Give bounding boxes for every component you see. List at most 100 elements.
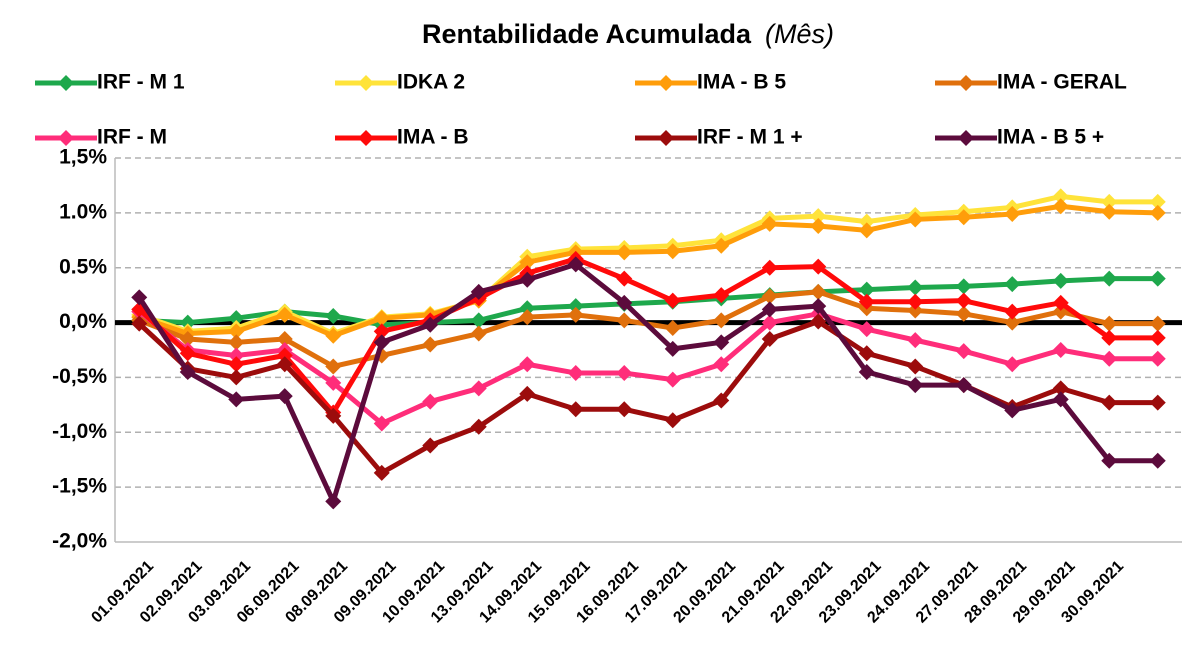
legend-label: IMA - B 5 + bbox=[997, 126, 1104, 149]
series-line bbox=[137, 256, 1158, 416]
data-point bbox=[228, 334, 245, 351]
data-point bbox=[907, 293, 924, 310]
data-point bbox=[858, 293, 875, 310]
legend-label: IMA - B 5 bbox=[697, 71, 786, 94]
data-point bbox=[1052, 294, 1069, 311]
data-point bbox=[1004, 276, 1021, 293]
title-main: Rentabilidade Acumulada bbox=[422, 19, 752, 49]
data-point bbox=[1149, 394, 1166, 411]
data-point bbox=[1052, 391, 1069, 408]
data-point bbox=[567, 298, 584, 315]
data-point bbox=[228, 356, 245, 373]
data-point bbox=[955, 305, 972, 322]
data-point bbox=[1101, 452, 1118, 469]
y-tick-label: 1.0% bbox=[59, 200, 107, 223]
data-point bbox=[567, 306, 584, 323]
data-point bbox=[955, 209, 972, 226]
series-line bbox=[137, 261, 1158, 504]
data-point bbox=[131, 315, 148, 332]
data-point bbox=[1101, 315, 1118, 332]
data-point bbox=[179, 331, 196, 348]
data-point bbox=[519, 254, 536, 271]
data-point bbox=[713, 287, 730, 304]
data-point bbox=[276, 388, 293, 405]
data-point bbox=[325, 493, 342, 510]
data-point bbox=[228, 369, 245, 386]
y-tick-label: 1,5% bbox=[59, 146, 107, 169]
data-point bbox=[1052, 342, 1069, 358]
data-point bbox=[713, 356, 730, 373]
data-point bbox=[179, 314, 196, 331]
data-point bbox=[325, 327, 342, 344]
data-point bbox=[228, 391, 245, 408]
data-point bbox=[325, 374, 342, 391]
data-point bbox=[810, 298, 827, 315]
data-point bbox=[858, 363, 875, 380]
series-line bbox=[138, 203, 1158, 339]
data-point bbox=[1052, 198, 1069, 215]
data-point bbox=[810, 313, 827, 330]
data-point bbox=[955, 292, 972, 309]
data-point bbox=[1004, 402, 1021, 419]
data-point bbox=[810, 283, 827, 300]
data-point bbox=[1052, 380, 1069, 397]
data-point bbox=[276, 331, 293, 348]
data-point bbox=[810, 258, 827, 275]
data-point bbox=[858, 321, 875, 338]
series-line bbox=[138, 193, 1158, 337]
data-point bbox=[1149, 315, 1166, 332]
y-tick-label: -1,5% bbox=[52, 475, 107, 498]
data-point bbox=[1052, 188, 1069, 205]
data-point bbox=[664, 243, 681, 260]
data-point bbox=[858, 213, 875, 230]
data-point bbox=[907, 302, 924, 319]
data-point bbox=[1149, 204, 1166, 221]
legend-label: IDKA 2 bbox=[397, 71, 465, 94]
data-point bbox=[470, 283, 487, 300]
data-point bbox=[713, 312, 730, 329]
data-point bbox=[276, 356, 293, 373]
data-point bbox=[422, 316, 439, 333]
legend-marker bbox=[358, 130, 374, 146]
legend-marker bbox=[58, 130, 74, 146]
data-point bbox=[761, 215, 778, 232]
legend-marker bbox=[958, 130, 974, 146]
data-point bbox=[422, 393, 439, 410]
data-point bbox=[422, 336, 439, 353]
data-point bbox=[1101, 203, 1118, 220]
data-point bbox=[1149, 350, 1166, 367]
data-point bbox=[713, 237, 730, 254]
data-point bbox=[1101, 329, 1118, 346]
y-tick-label: 0.5% bbox=[59, 255, 107, 278]
data-point bbox=[325, 358, 342, 375]
data-point bbox=[567, 365, 584, 382]
data-point bbox=[1149, 193, 1166, 210]
data-point bbox=[276, 347, 293, 364]
data-point bbox=[1004, 314, 1021, 331]
data-point bbox=[1149, 270, 1166, 287]
data-point bbox=[616, 294, 633, 311]
series-line bbox=[139, 276, 1158, 328]
data-point bbox=[761, 331, 778, 348]
data-point bbox=[470, 325, 487, 342]
data-point bbox=[907, 211, 924, 228]
data-point bbox=[616, 244, 633, 261]
data-point bbox=[907, 377, 924, 394]
data-point bbox=[519, 309, 536, 326]
data-point bbox=[228, 347, 245, 364]
data-point bbox=[470, 312, 487, 329]
data-point bbox=[131, 289, 148, 306]
data-point bbox=[179, 363, 196, 380]
data-point bbox=[1052, 272, 1069, 289]
y-tick-label: -1,0% bbox=[52, 420, 107, 443]
data-point bbox=[810, 208, 827, 225]
data-point bbox=[1004, 303, 1021, 320]
data-point bbox=[761, 301, 778, 318]
data-point bbox=[422, 437, 439, 454]
data-point bbox=[1101, 193, 1118, 210]
legend-label: IMA - B bbox=[397, 126, 469, 149]
data-point bbox=[1149, 329, 1166, 346]
data-point bbox=[664, 292, 681, 309]
data-point bbox=[664, 371, 681, 388]
